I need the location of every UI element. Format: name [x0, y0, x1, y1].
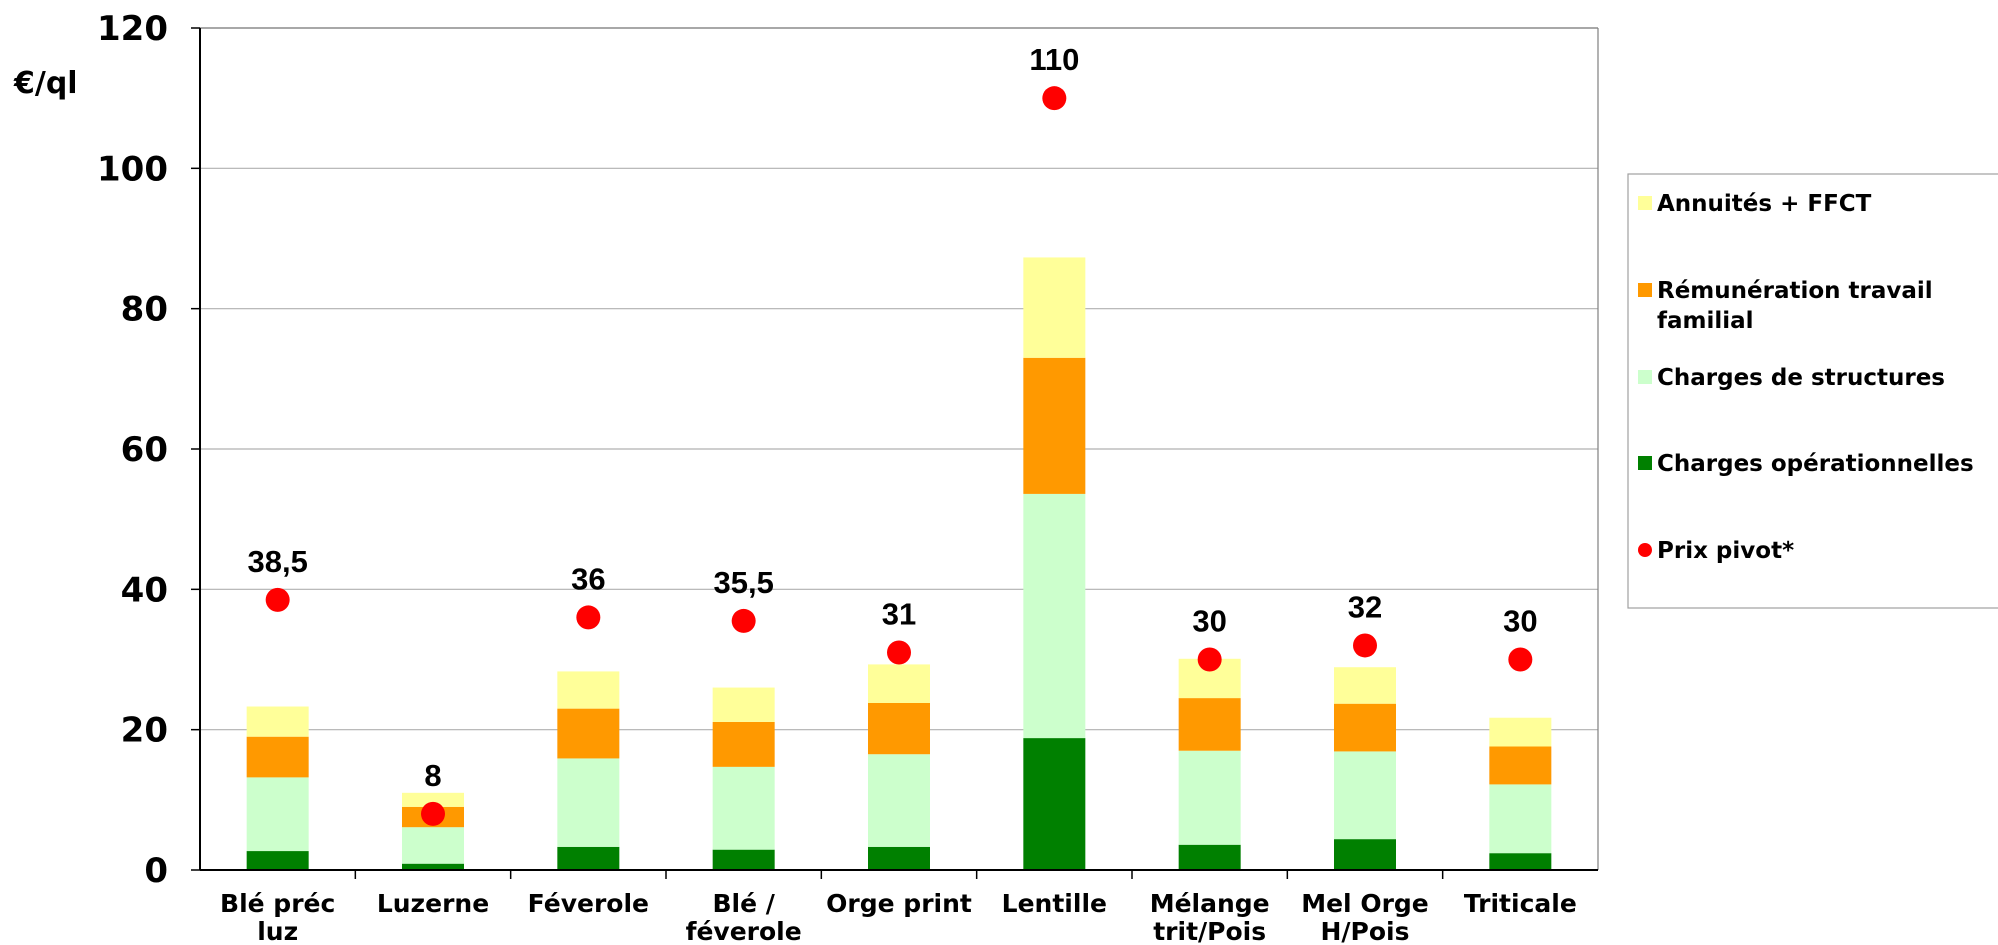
legend-swatch	[1638, 370, 1652, 384]
bar-segment	[246, 777, 309, 852]
bar-segment	[1489, 784, 1552, 854]
pivot-data-label: 36	[571, 561, 605, 596]
pivot-data-label: 31	[882, 596, 916, 631]
y-tick-labels: 0 20 40 60 80 100 120	[97, 9, 168, 891]
bar-segment	[868, 664, 930, 704]
legend-marker-circle	[1638, 543, 1652, 557]
bar-segment	[868, 754, 930, 847]
legend-label: Charges opérationnelles	[1657, 451, 1974, 477]
pivot-point	[421, 801, 445, 826]
pivot-data-label: 35,5	[713, 565, 773, 600]
y-tick-label: 80	[121, 290, 168, 330]
legend-label: Annuités + FFCT	[1657, 191, 1872, 217]
bar-segment	[1178, 750, 1241, 845]
bar-segment	[712, 766, 775, 850]
legend-label: Rémunération travail familial	[1657, 278, 1933, 334]
legend-label: Charges de structures	[1657, 365, 1945, 391]
pivot-points: 38,5 8 36 35,5 31 110 30 32 30	[247, 42, 1538, 826]
bar-segment	[1334, 751, 1396, 840]
legend-swatch	[1638, 456, 1652, 470]
bar-segment	[1334, 667, 1396, 704]
x-tick-label: Mel Orge H/Pois	[1301, 889, 1429, 945]
bar-segment	[1489, 853, 1552, 870]
category-labels: Blé préc luz Luzerne Féverole Blé / féverole O…	[220, 889, 1577, 945]
y-tick-label: 20	[121, 711, 168, 751]
bar-segment	[1023, 493, 1086, 739]
bar-segment	[246, 706, 309, 737]
legend: Annuités + FFCT Rémunération travail famil…	[1627, 173, 1998, 609]
y-tick-label: 60	[121, 430, 168, 470]
bar-segment	[557, 671, 620, 709]
y-tick-label: 0	[144, 851, 168, 891]
bar-segment	[712, 849, 775, 870]
bar-segment	[1023, 257, 1086, 358]
pivot-point	[1197, 647, 1222, 672]
pivot-data-label: 30	[1192, 604, 1226, 639]
pivot-point	[1042, 86, 1067, 111]
bar-segment	[557, 846, 620, 870]
x-tick-label: Luzerne	[377, 889, 489, 918]
bar-segment	[246, 851, 309, 870]
bar-stacks	[246, 257, 1552, 870]
bar-segment	[1178, 698, 1241, 751]
bar-segment	[712, 721, 775, 767]
pivot-point	[1508, 647, 1533, 672]
bar-segment	[402, 827, 464, 864]
x-tick-label: Triticale	[1464, 889, 1577, 918]
legend-swatch	[1638, 283, 1652, 297]
pivot-point	[576, 605, 601, 630]
bar-segment	[712, 687, 775, 722]
bar-segment	[402, 792, 464, 807]
x-tick-label: Mélange trit/Pois	[1150, 889, 1270, 945]
x-tick-label: Blé / féverole	[686, 889, 802, 945]
pivot-point	[887, 640, 911, 665]
pivot-data-label: 38,5	[247, 544, 307, 579]
x-tick-label: Lentille	[1002, 889, 1107, 918]
bar-segment	[557, 758, 620, 847]
bar-segment	[1334, 703, 1396, 752]
legend-box	[1627, 173, 1998, 609]
y-axis-label: €/ql	[13, 66, 78, 101]
x-tick-label: Orge print	[826, 889, 972, 918]
bar-segment	[402, 863, 464, 870]
bar-segment	[868, 846, 930, 870]
pivot-data-label: 110	[1029, 42, 1079, 77]
pivot-point	[731, 608, 756, 633]
bar-segment	[868, 703, 930, 755]
bar-segment	[557, 708, 620, 759]
pivot-data-label: 30	[1503, 604, 1537, 639]
bar-segment	[1023, 357, 1086, 494]
axes	[191, 27, 1599, 879]
y-tick-label: 100	[97, 149, 168, 189]
bar-segment	[246, 736, 309, 778]
pivot-point	[265, 587, 290, 612]
pivot-data-label: 8	[424, 758, 441, 793]
y-tick-label: 120	[97, 9, 168, 49]
y-tick-label: 40	[121, 570, 168, 610]
x-tick-label: Féverole	[528, 889, 649, 918]
pivot-point	[1353, 633, 1377, 658]
bar-segment	[1489, 717, 1552, 747]
bar-segment	[1023, 738, 1086, 870]
bar-segment	[1178, 844, 1241, 870]
legend-label: Prix pivot*	[1657, 538, 1794, 564]
legend-swatch	[1638, 196, 1652, 210]
pivot-data-label: 32	[1348, 589, 1382, 624]
bar-segment	[1334, 839, 1396, 870]
x-tick-label: Blé préc luz	[220, 889, 335, 945]
bar-segment	[1489, 746, 1552, 785]
